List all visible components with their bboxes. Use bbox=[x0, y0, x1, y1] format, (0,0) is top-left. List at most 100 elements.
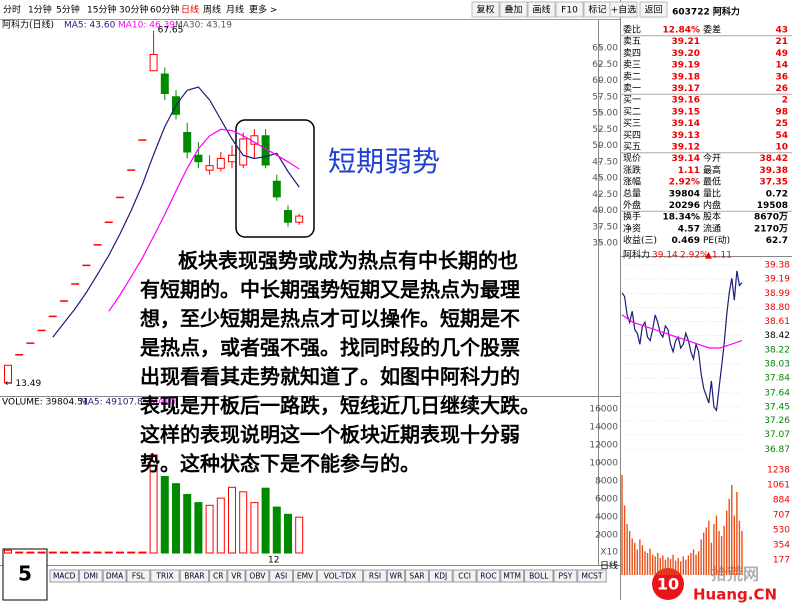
indicator-tab-label[interactable]: BRAR bbox=[184, 572, 204, 581]
volume-bar bbox=[71, 551, 80, 554]
indicator-tab[interactable] bbox=[386, 569, 406, 583]
legend-item: MA30: 43.19 bbox=[175, 21, 232, 31]
toolbar-button-label[interactable]: 标记 bbox=[588, 4, 606, 16]
toolbar-button[interactable] bbox=[499, 1, 528, 18]
toolbar-button[interactable] bbox=[639, 1, 668, 18]
indicator-tab[interactable] bbox=[293, 569, 317, 583]
watermark-text: Huang.CN bbox=[693, 586, 777, 604]
y-tick-label: 38.99 bbox=[764, 289, 790, 299]
toolbar-tab[interactable]: 5分钟 bbox=[56, 4, 80, 16]
toolbar-tab[interactable]: 15分钟 bbox=[87, 4, 116, 16]
indicator-tab-label[interactable]: VOL-TDX bbox=[324, 572, 356, 581]
quote-label: 最高 bbox=[703, 164, 721, 176]
indicator-tab-label[interactable]: KDJ bbox=[434, 572, 447, 581]
indicator-tab[interactable] bbox=[227, 569, 246, 583]
logo bbox=[652, 568, 684, 600]
indicator-tab[interactable] bbox=[500, 569, 525, 583]
quote-label: 流通 bbox=[703, 222, 721, 234]
y-tick-label: 50.00 bbox=[592, 141, 618, 151]
volume-bar bbox=[138, 551, 147, 554]
indicator-tab-label[interactable]: SAR bbox=[409, 572, 424, 581]
quote-title: 603722 阿科力 bbox=[672, 6, 740, 18]
volume-bar bbox=[4, 549, 12, 554]
indicator-tab[interactable] bbox=[179, 569, 210, 583]
indicator-tab[interactable] bbox=[553, 569, 578, 583]
quote-value: 37.35 bbox=[760, 178, 788, 188]
indicator-tab-label[interactable]: CR bbox=[213, 572, 223, 581]
y-tick-label: 12000 bbox=[589, 441, 618, 451]
y-tick-label: 35.00 bbox=[592, 239, 618, 249]
quote-value: 62.7 bbox=[766, 236, 788, 246]
indicator-tab[interactable] bbox=[269, 569, 294, 583]
indicator-tab-label[interactable]: PSY bbox=[558, 572, 572, 581]
quote-label: 买四 bbox=[623, 130, 641, 141]
high-label: 67.65 bbox=[158, 25, 184, 35]
indicator-tab-label[interactable]: DMI bbox=[84, 572, 98, 581]
toolbar-button-label[interactable]: 复权 bbox=[476, 4, 494, 16]
toolbar-button[interactable] bbox=[527, 1, 556, 18]
indicator-tab-label[interactable]: TRIX bbox=[155, 572, 173, 581]
indicator-tab[interactable] bbox=[126, 569, 151, 583]
indicator-tab[interactable] bbox=[78, 569, 103, 583]
y-tick-label: 38.80 bbox=[764, 303, 790, 313]
indicator-tab[interactable] bbox=[524, 569, 554, 583]
quote-value: 2.92% bbox=[669, 178, 700, 188]
indicator-tab-label[interactable]: MCST bbox=[581, 572, 602, 581]
indicator-tab[interactable] bbox=[452, 569, 477, 583]
indicator-tab-label[interactable]: RSI bbox=[369, 572, 381, 581]
indicator-tab[interactable] bbox=[209, 569, 228, 583]
volume-bar bbox=[194, 502, 203, 554]
indicator-tab[interactable] bbox=[428, 569, 453, 583]
indicator-tab-label[interactable]: MACD bbox=[53, 572, 76, 581]
toolbar-tab[interactable]: 周线 bbox=[203, 4, 221, 16]
volume-bar bbox=[239, 491, 248, 554]
y-tick-label: 16000 bbox=[589, 405, 618, 415]
toolbar-tab[interactable]: 1分钟 bbox=[28, 4, 52, 16]
indicator-tab[interactable] bbox=[150, 569, 180, 583]
toolbar-button-label[interactable]: 叠加 bbox=[504, 5, 522, 16]
indicator-tab-label[interactable]: ROC bbox=[480, 572, 496, 581]
indicator-tab[interactable] bbox=[102, 569, 127, 583]
indicator-tab[interactable] bbox=[405, 569, 429, 583]
indicator-tab-label[interactable]: BOLL bbox=[529, 572, 549, 581]
indicator-tab-label[interactable]: EMV bbox=[297, 572, 314, 581]
toolbar-button[interactable] bbox=[609, 1, 638, 18]
volume-bar bbox=[261, 487, 270, 554]
indicator-tab[interactable] bbox=[363, 569, 387, 583]
candle-body bbox=[284, 210, 292, 223]
toolbar-button[interactable] bbox=[555, 1, 584, 18]
volume-bar bbox=[26, 551, 35, 554]
toolbar-tab[interactable]: 更多 > bbox=[249, 4, 277, 16]
quote-price: 39.19 bbox=[672, 61, 700, 71]
toolbar-tab[interactable]: 60分钟 bbox=[150, 4, 179, 16]
toolbar-button-label[interactable]: F10 bbox=[561, 6, 578, 16]
indicator-tab-label[interactable]: ASI bbox=[275, 572, 287, 581]
toolbar-tab[interactable]: 30分钟 bbox=[119, 4, 148, 16]
paragraph-line: 表现是开板后一路跌，短线近几日继续大跌。 bbox=[140, 394, 540, 418]
indicator-tab[interactable] bbox=[577, 569, 607, 583]
indicator-tab[interactable] bbox=[245, 569, 270, 583]
indicator-tab-label[interactable]: CCI bbox=[458, 572, 471, 581]
toolbar-button[interactable] bbox=[471, 1, 500, 18]
volume-bar bbox=[183, 494, 192, 554]
indicator-tab-label[interactable]: DMA bbox=[106, 572, 124, 581]
indicator-tab-label[interactable]: FSL bbox=[132, 572, 146, 581]
indicator-tab-label[interactable]: VR bbox=[231, 572, 241, 581]
ma10-line bbox=[108, 128, 300, 312]
y-tick-label: 2000 bbox=[595, 531, 618, 541]
toolbar-tab[interactable]: 日线 bbox=[181, 4, 199, 16]
toolbar-button-label[interactable]: 画线 bbox=[532, 4, 550, 16]
indicator-tab-label[interactable]: OBV bbox=[249, 572, 266, 581]
indicator-tab[interactable] bbox=[49, 569, 79, 583]
toolbar-button-label[interactable]: +自选 bbox=[611, 4, 637, 16]
indicator-tab[interactable] bbox=[316, 569, 364, 583]
toolbar-button-label[interactable]: 返回 bbox=[644, 4, 662, 16]
indicator-tab[interactable] bbox=[476, 569, 501, 583]
indicator-tab-label[interactable]: MTM bbox=[503, 572, 521, 581]
quote-label: 内盘 bbox=[703, 199, 721, 211]
toolbar-tab[interactable]: 分时 bbox=[3, 4, 21, 16]
y-tick-label: 37.26 bbox=[764, 416, 790, 426]
indicator-tab-label[interactable]: WR bbox=[390, 572, 403, 581]
toolbar-tab[interactable]: 月线 bbox=[226, 4, 244, 16]
